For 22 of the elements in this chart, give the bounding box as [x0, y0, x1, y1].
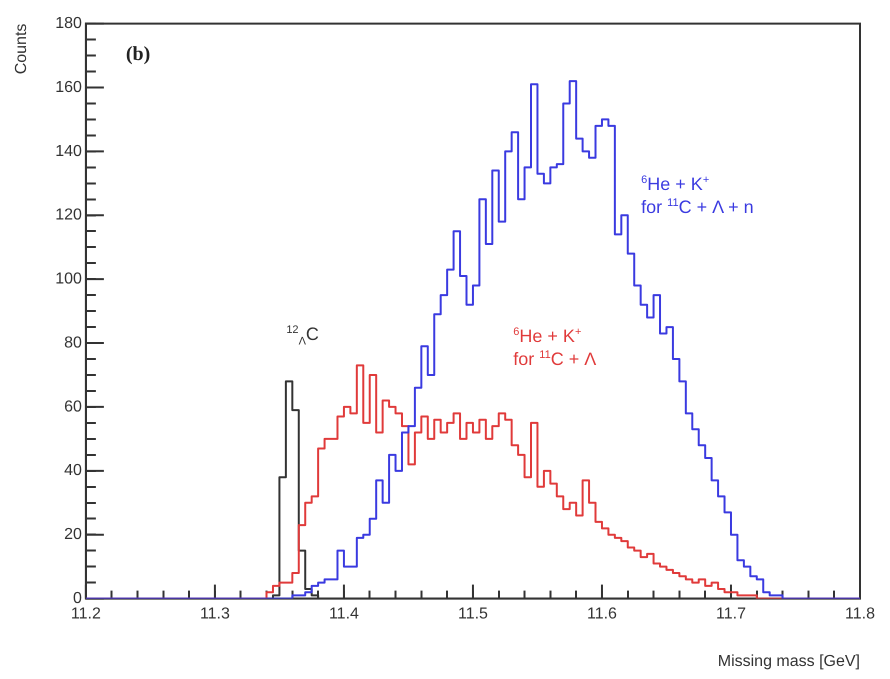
y-tick-label: 160	[55, 78, 82, 96]
y-tick-label: 60	[64, 398, 82, 416]
text: $^{6}$He + K$^{+}$ for $^{11}$C + Λ	[513, 326, 596, 369]
x-tick-label: 11.4	[328, 606, 360, 623]
x-tick-label: 11.8	[845, 606, 876, 623]
y-tick-label: 180	[55, 15, 82, 32]
x-tick-label: 11.5	[458, 606, 488, 623]
x-tick-label: 11.6	[586, 606, 618, 623]
x-tick-label: 11.2	[70, 606, 101, 623]
y-tick-label: 0	[72, 590, 82, 608]
y-axis-title: Counts	[13, 24, 30, 74]
y-tick-label: 40	[64, 462, 82, 480]
x-tick-label: 11.3	[200, 606, 230, 623]
x-tick-label: 11.7	[716, 606, 746, 623]
y-tick-label: 120	[55, 206, 82, 224]
x-axis-title: Missing mass [GeV]	[718, 652, 860, 670]
y-tick-label: 80	[64, 334, 82, 352]
y-tick-label: 100	[55, 270, 82, 288]
text: $^{6}$He + K$^{+}$ for $^{11}$C + Λ + n	[641, 174, 754, 217]
y-tick-label: 140	[55, 142, 82, 160]
y-tick-label: 20	[64, 526, 82, 544]
annotation: (b)	[126, 42, 150, 67]
